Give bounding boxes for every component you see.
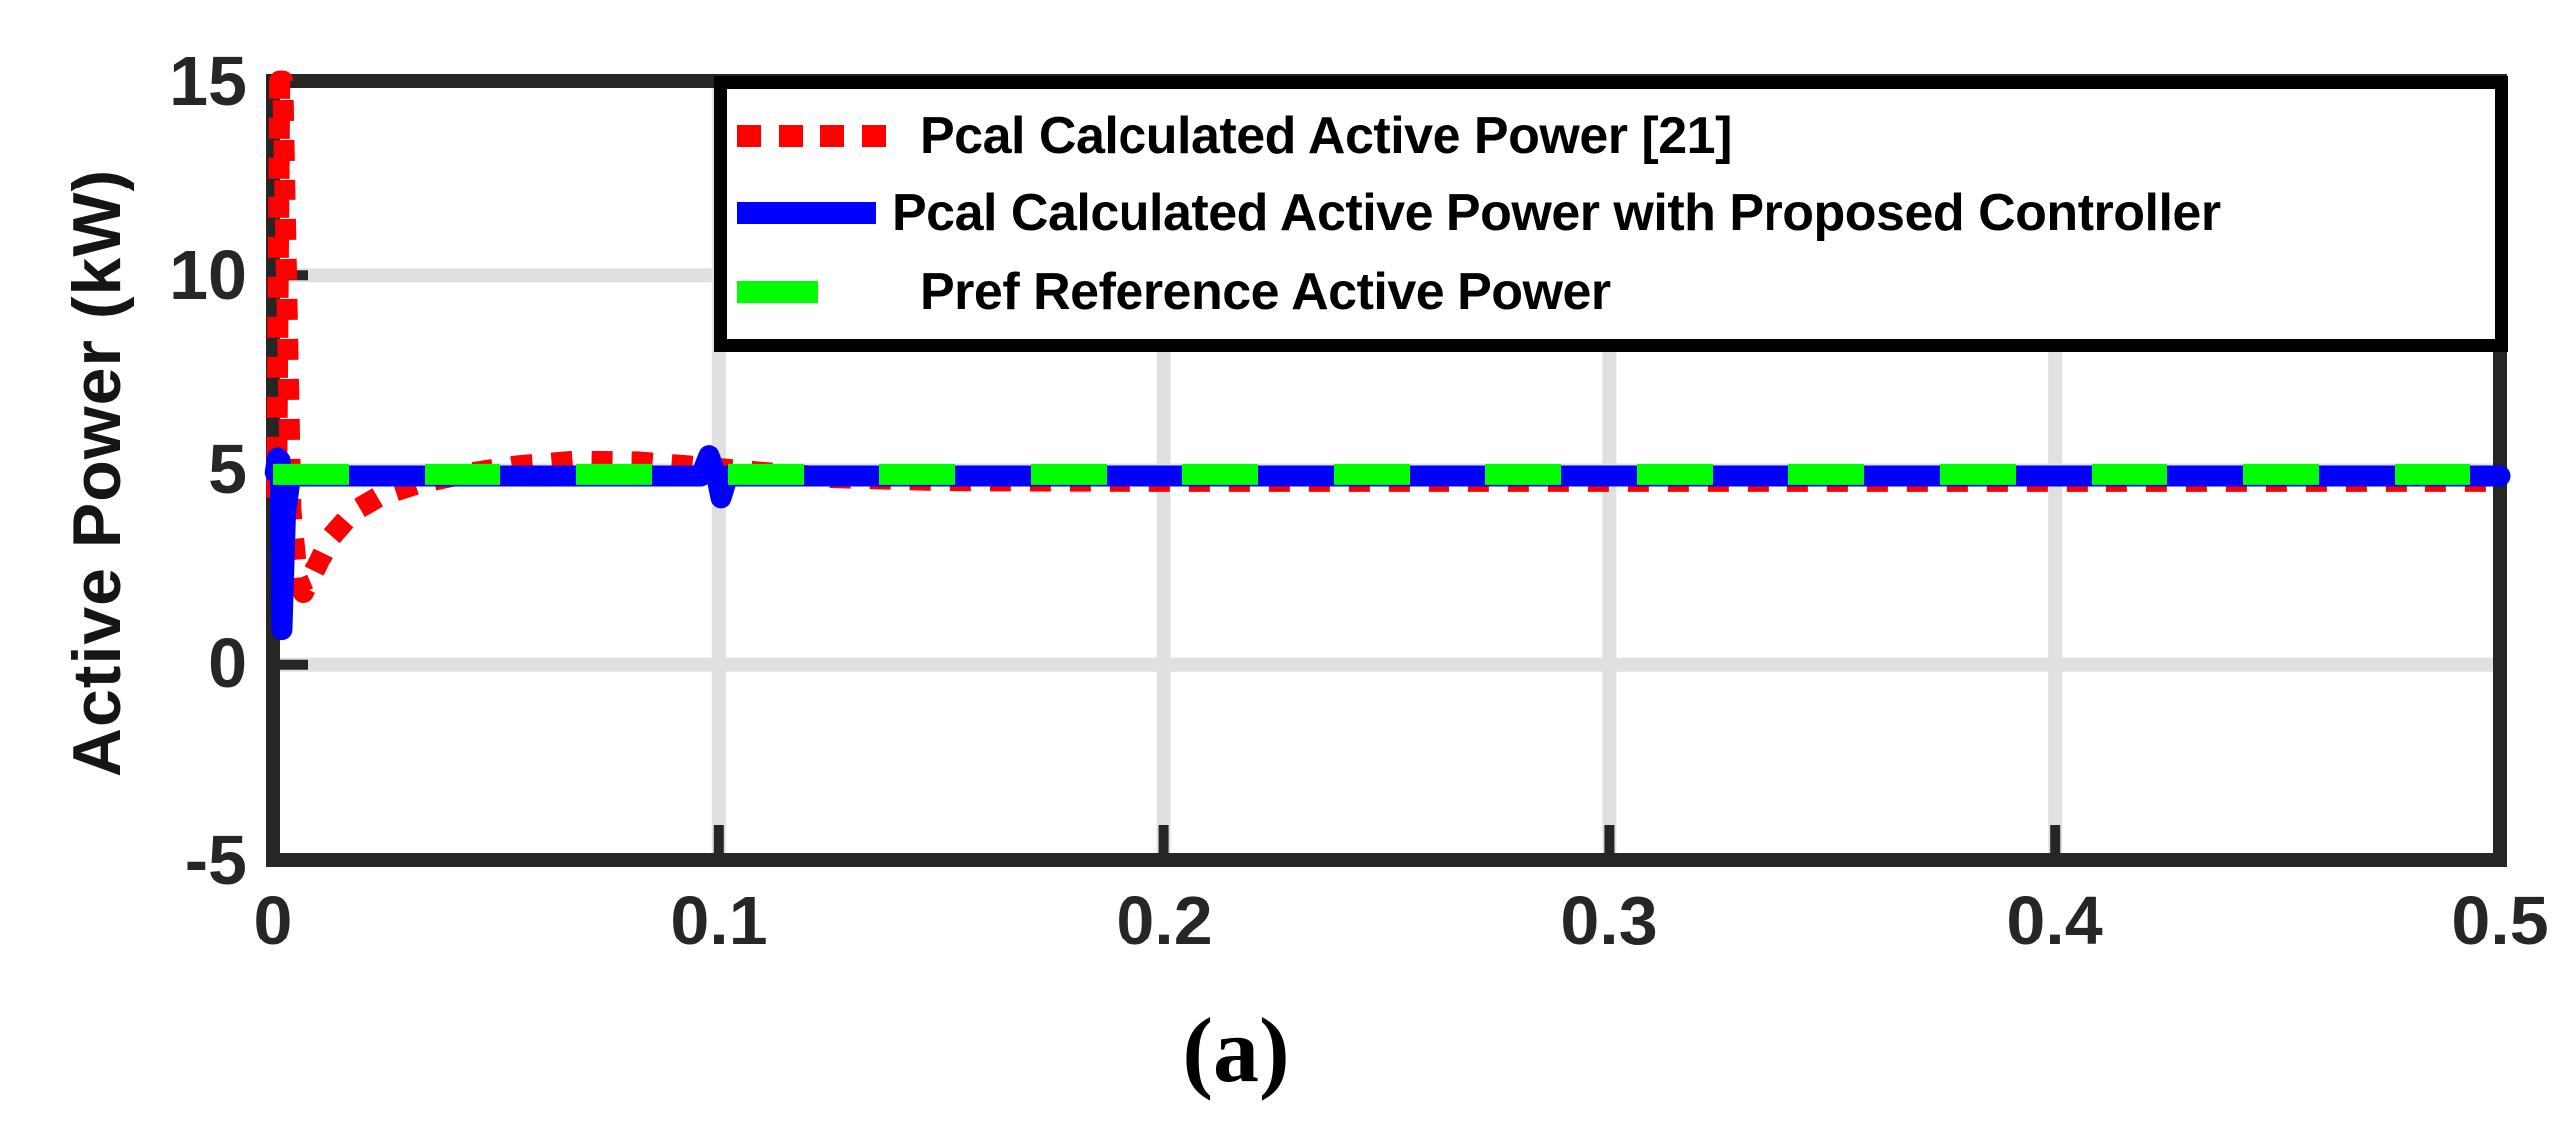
y-tick-label: 5 <box>208 430 247 508</box>
legend-label: Pref Reference Active Power <box>920 262 1611 321</box>
x-tick-label: 0.3 <box>1560 882 1658 959</box>
x-tick-label: 0.2 <box>1116 882 1213 959</box>
x-tick-label: 0.5 <box>2451 882 2549 959</box>
legend-swatch-blue-solid <box>737 202 876 225</box>
legend-label: Pcal Calculated Active Power [21] <box>920 107 1732 166</box>
y-tick-label: -5 <box>184 821 247 899</box>
x-tick-label: 0 <box>253 882 293 959</box>
data-series <box>264 70 2511 641</box>
x-tick-label: 0.1 <box>670 882 768 959</box>
legend-swatch-red-dotted <box>737 125 904 148</box>
subfigure-caption: (a) <box>1182 999 1290 1101</box>
legend-item: Pref Reference Active Power <box>737 262 2491 322</box>
x-tick-label: 0.4 <box>2006 882 2103 959</box>
y-tick-label: 0 <box>208 624 247 702</box>
y-tick-label: 10 <box>169 236 247 314</box>
y-axis-label: Active Power (kW) <box>59 168 135 778</box>
legend-item: Pcal Calculated Active Power [21] <box>737 106 2491 166</box>
legend-swatch-green-dashed <box>737 280 904 303</box>
legend: Pcal Calculated Active Power [21] Pcal C… <box>714 76 2508 352</box>
y-tick-label: 15 <box>169 42 247 120</box>
legend-item: Pcal Calculated Active Power with Propos… <box>737 184 2491 243</box>
legend-label: Pcal Calculated Active Power with Propos… <box>892 185 2221 243</box>
